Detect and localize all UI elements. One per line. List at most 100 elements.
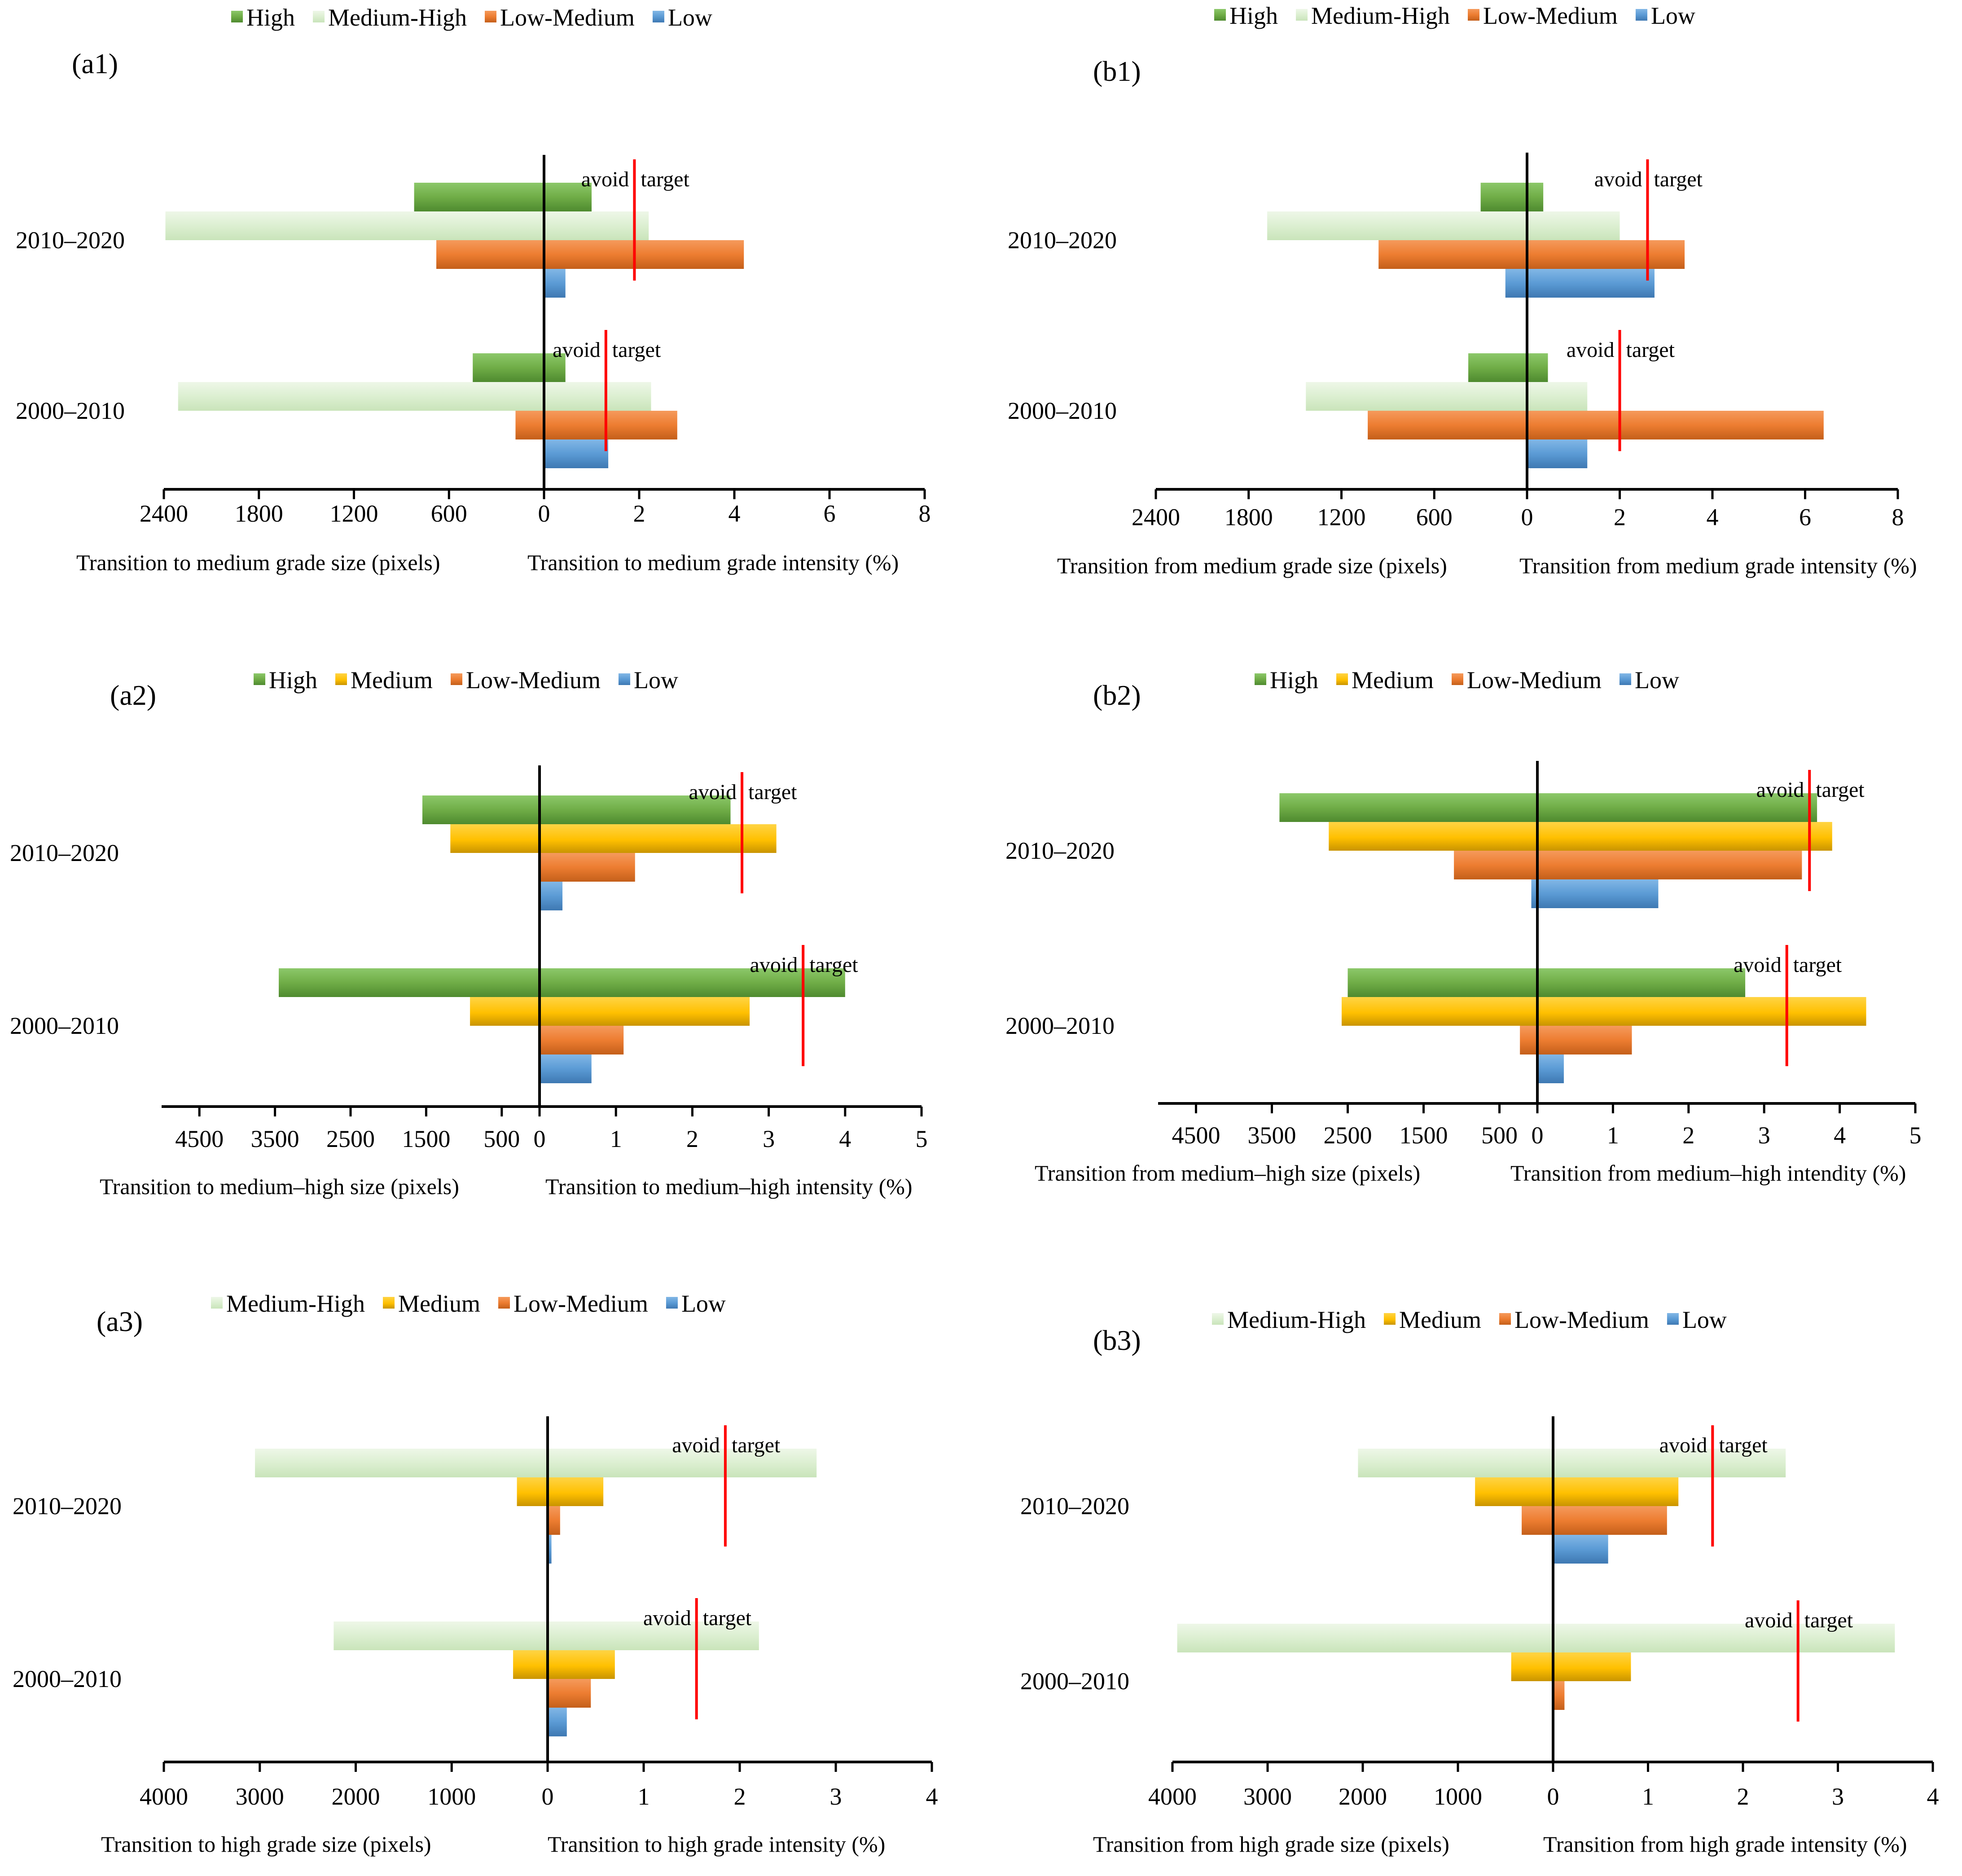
bar-size-medium-high bbox=[1306, 382, 1527, 411]
legend-label-low-medium: Low-Medium bbox=[500, 4, 635, 31]
bar-intensity-high bbox=[1527, 183, 1544, 211]
intensity-tick-label: 2 bbox=[686, 1125, 698, 1152]
bar-size-medium bbox=[1329, 822, 1537, 851]
legend-label-low: Low bbox=[681, 1290, 726, 1317]
avoid-label: avoid bbox=[689, 780, 737, 804]
bar-size-high bbox=[1348, 968, 1537, 997]
size-tick-label: 3000 bbox=[236, 1783, 284, 1810]
category-label: 2010–2020 bbox=[1008, 227, 1117, 254]
bar-size-medium bbox=[1341, 997, 1537, 1026]
chart-panel-b2: (b2) High Medium Low-Medium Low 2010–2020 2000… bbox=[1005, 667, 1922, 1186]
avoid-label: avoid bbox=[1745, 1608, 1793, 1632]
bar-intensity-low bbox=[540, 882, 563, 910]
legend-swatch-medium bbox=[335, 673, 347, 685]
intensity-tick-label: 4 bbox=[1834, 1122, 1846, 1149]
bar-intensity-low bbox=[540, 1054, 592, 1083]
category-label: 2010–2020 bbox=[13, 1493, 122, 1520]
xlabel-intensity: Transition to medium–high intensity (%) bbox=[545, 1174, 913, 1199]
category-label: 2010–2020 bbox=[1005, 837, 1115, 864]
size-tick-label: 1800 bbox=[235, 500, 283, 527]
bar-intensity-medium bbox=[1553, 1477, 1679, 1506]
bar-intensity-medium-high bbox=[544, 211, 649, 240]
bar-intensity-medium bbox=[548, 1650, 615, 1679]
category-label: 2000–2010 bbox=[13, 1665, 122, 1692]
bar-intensity-low bbox=[1537, 1054, 1564, 1083]
target-label: target bbox=[1719, 1433, 1768, 1457]
bar-size-medium-high bbox=[165, 211, 544, 240]
legend-label-medium-high: Medium-High bbox=[328, 4, 467, 31]
size-tick-label: 4000 bbox=[140, 1783, 188, 1810]
chart-panel-b1: (b1) High Medium-High Low-Medium Low 2010–202… bbox=[1008, 2, 1917, 578]
target-label: target bbox=[1654, 167, 1703, 191]
bar-intensity-low bbox=[1537, 879, 1659, 908]
panel-label: (b1) bbox=[1093, 55, 1141, 87]
chart-panel-a2: (a2) High Medium Low-Medium Low 2010–2020 2000… bbox=[10, 667, 928, 1199]
bar-intensity-low-medium bbox=[544, 411, 677, 439]
size-tick-label: 1200 bbox=[330, 500, 378, 527]
bar-size-medium bbox=[517, 1477, 548, 1506]
size-tick-label: 4500 bbox=[175, 1125, 224, 1152]
bar-intensity-low-medium bbox=[1553, 1681, 1565, 1710]
avoid-label: avoid bbox=[1734, 953, 1782, 977]
bar-intensity-low-medium bbox=[548, 1679, 591, 1708]
panel-label: (a1) bbox=[72, 48, 118, 79]
bar-size-high bbox=[414, 183, 544, 211]
panel-label: (a2) bbox=[110, 679, 156, 711]
legend-label-low: Low bbox=[668, 4, 712, 31]
legend-swatch-low bbox=[1667, 1313, 1679, 1325]
bar-size-low-medium bbox=[436, 240, 544, 269]
bar-size-low bbox=[1531, 879, 1537, 908]
legend-swatch-medium bbox=[382, 1297, 395, 1309]
size-tick-label: 3500 bbox=[251, 1125, 299, 1152]
size-tick-label: 2000 bbox=[332, 1783, 380, 1810]
bar-size-medium bbox=[1511, 1652, 1553, 1681]
intensity-tick-label: 8 bbox=[1892, 504, 1904, 531]
legend-swatch-low-medium bbox=[1499, 1313, 1511, 1325]
category-label: 2010–2020 bbox=[10, 839, 119, 866]
legend-label-medium-high: Medium-High bbox=[1311, 2, 1450, 29]
category-label: 2000–2010 bbox=[16, 397, 125, 424]
bar-size-low-medium bbox=[1368, 411, 1527, 439]
category-label: 2000–2010 bbox=[1020, 1668, 1129, 1695]
bar-intensity-high bbox=[1537, 793, 1817, 822]
category-label: 2000–2010 bbox=[10, 1012, 119, 1039]
target-label: target bbox=[703, 1606, 752, 1630]
bar-intensity-medium-high bbox=[1553, 1449, 1786, 1477]
target-label: target bbox=[1793, 953, 1842, 977]
avoid-label: avoid bbox=[750, 953, 798, 977]
legend-label-medium: Medium bbox=[1352, 667, 1434, 694]
legend-swatch-low bbox=[1619, 673, 1631, 685]
bar-intensity-low-medium bbox=[544, 240, 744, 269]
legend-swatch-high bbox=[1214, 9, 1226, 21]
legend-label-low-medium: Low-Medium bbox=[466, 667, 601, 694]
intensity-tick-label: 4 bbox=[839, 1125, 851, 1152]
bar-size-low-medium bbox=[515, 411, 544, 439]
bar-intensity-high bbox=[540, 968, 845, 997]
size-tick-label: 500 bbox=[1481, 1122, 1518, 1149]
bar-intensity-medium bbox=[1537, 822, 1832, 851]
avoid-label: avoid bbox=[643, 1606, 691, 1630]
intensity-tick-label: 4 bbox=[1927, 1783, 1939, 1810]
intensity-tick-label: 4 bbox=[926, 1783, 938, 1810]
legend-label-low: Low bbox=[634, 667, 678, 694]
avoid-label: avoid bbox=[672, 1433, 720, 1457]
legend-label-high: High bbox=[1270, 667, 1318, 694]
bar-size-medium-high bbox=[1358, 1449, 1553, 1477]
legend-swatch-high bbox=[254, 673, 265, 685]
xlabel-intensity: Transition to medium grade intensity (%) bbox=[527, 550, 899, 575]
legend-label-low: Low bbox=[1635, 667, 1679, 694]
bar-intensity-low-medium bbox=[1527, 411, 1824, 439]
bar-intensity-high bbox=[1537, 968, 1746, 997]
legend-swatch-high bbox=[1255, 673, 1266, 685]
avoid-label: avoid bbox=[1567, 338, 1615, 362]
bar-size-high bbox=[279, 968, 540, 997]
bar-size-medium-high bbox=[334, 1621, 548, 1650]
panel-label: (a3) bbox=[97, 1305, 143, 1337]
bar-size-low-medium bbox=[1378, 240, 1527, 269]
bar-intensity-medium bbox=[1537, 997, 1866, 1026]
legend-label-high: High bbox=[269, 667, 317, 694]
chart-panel-a1: (a1) High Medium-High Low-Medium Low 2010–202… bbox=[16, 4, 931, 575]
intensity-tick-label: 0 bbox=[1521, 504, 1533, 531]
xlabel-intensity: Transition to high grade intensity (%) bbox=[548, 1832, 885, 1857]
legend-swatch-low-medium bbox=[1467, 9, 1479, 21]
